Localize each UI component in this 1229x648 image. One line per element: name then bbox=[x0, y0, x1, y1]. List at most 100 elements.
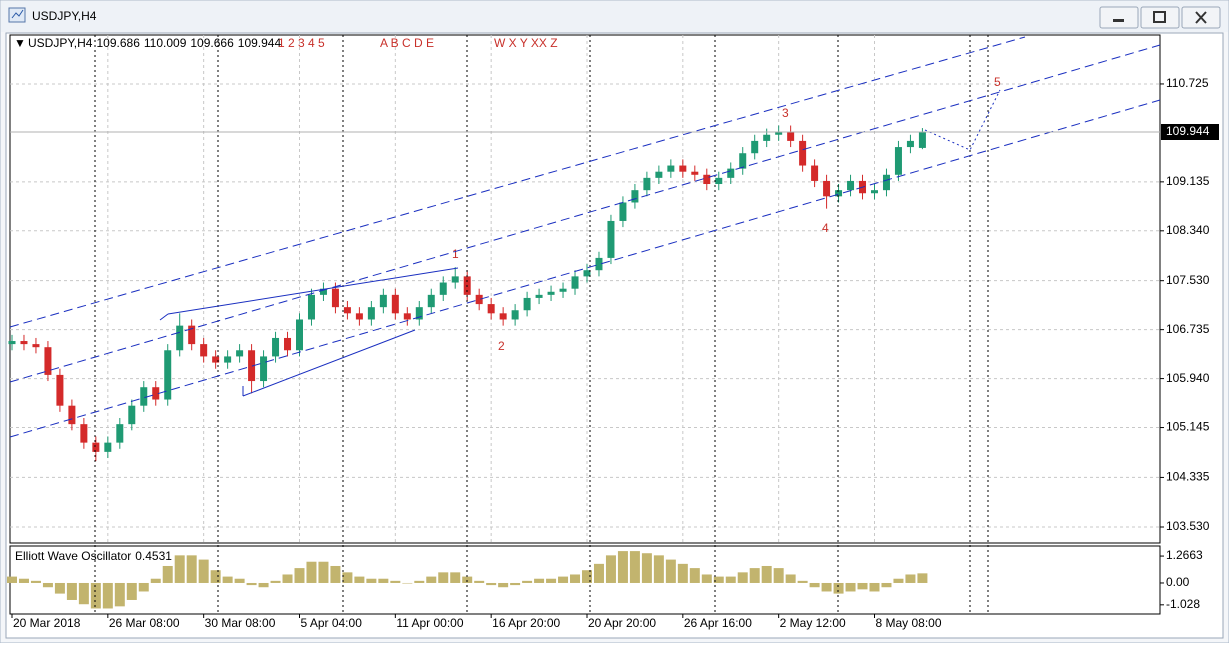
candle-body bbox=[847, 180, 855, 191]
oscillator-bar bbox=[54, 582, 65, 594]
oscillator-bar bbox=[917, 573, 928, 583]
candle-body bbox=[403, 313, 411, 320]
title-bar bbox=[1, 1, 1228, 32]
oscillator-bar bbox=[18, 578, 29, 583]
candle-body bbox=[487, 304, 495, 314]
oscillator-bar bbox=[546, 578, 557, 583]
wave-label: 3 bbox=[782, 106, 789, 120]
oscillator-bar bbox=[438, 572, 449, 583]
oscillator-bar bbox=[198, 559, 209, 583]
oscillator-bar bbox=[881, 582, 892, 588]
minimize-button[interactable] bbox=[1099, 6, 1139, 29]
oscillator-bar bbox=[833, 582, 844, 594]
candle-body bbox=[918, 132, 926, 148]
oscillator-bar bbox=[605, 555, 616, 583]
current-price-box bbox=[1161, 124, 1219, 140]
wave-label: 1 bbox=[452, 247, 459, 261]
candle-body bbox=[655, 171, 663, 178]
candle-body bbox=[116, 424, 124, 443]
candle-body bbox=[775, 131, 783, 135]
candle-body bbox=[20, 341, 28, 345]
y-tick-label: 110.725 bbox=[1166, 76, 1209, 90]
candle-body bbox=[140, 387, 148, 406]
oscillator-bar bbox=[138, 582, 149, 592]
wave-tool-label[interactable]: 1 2 3 4 5 bbox=[278, 36, 325, 50]
oscillator-bar bbox=[474, 580, 485, 583]
oscillator-bar bbox=[402, 582, 413, 584]
close-button[interactable] bbox=[1181, 6, 1221, 29]
candle-body bbox=[906, 140, 914, 148]
oscillator-bar bbox=[6, 576, 17, 583]
oscillator-bar bbox=[102, 582, 113, 609]
candle-body bbox=[224, 356, 232, 363]
oscillator-bar bbox=[210, 570, 221, 583]
oscillator-bar bbox=[234, 578, 245, 583]
x-tick-label: 26 Mar 08:00 bbox=[109, 616, 180, 630]
oscillator-bar bbox=[378, 578, 389, 583]
candle-body bbox=[679, 165, 687, 172]
oscillator-bar bbox=[246, 582, 257, 586]
candle-body bbox=[894, 147, 902, 175]
oscillator-bar bbox=[426, 576, 437, 583]
x-tick-label: 8 May 08:00 bbox=[875, 616, 941, 630]
oscillator-bar bbox=[821, 582, 832, 592]
oscillator-bar bbox=[42, 582, 53, 588]
oscillator-bar bbox=[78, 582, 89, 605]
maximize-button[interactable] bbox=[1140, 6, 1180, 29]
candle-body bbox=[92, 442, 100, 452]
window-title: USDJPY,H4 bbox=[32, 9, 97, 23]
y-tick-label: -1.028 bbox=[1166, 597, 1200, 611]
x-tick-label: 26 Apr 16:00 bbox=[684, 616, 752, 630]
y-tick-label: 103.530 bbox=[1166, 519, 1210, 533]
chart-area bbox=[5, 32, 1224, 639]
y-tick-label: 109.135 bbox=[1166, 174, 1210, 188]
oscillator-bar bbox=[354, 576, 365, 583]
candle-body bbox=[547, 291, 555, 295]
oscillator-bar bbox=[534, 578, 545, 583]
candle-body bbox=[104, 442, 112, 452]
candle-body bbox=[415, 307, 423, 320]
oscillator-bar bbox=[617, 551, 628, 583]
current-price-label: 109.944 bbox=[1166, 124, 1210, 138]
candle-body bbox=[643, 177, 651, 191]
candle-body bbox=[164, 350, 172, 400]
candle-body bbox=[319, 288, 327, 295]
wave-tool-label[interactable]: W X Y XX Z bbox=[494, 36, 558, 50]
oscillator-bar bbox=[162, 565, 173, 583]
oscillator-bar bbox=[677, 563, 688, 583]
oscillator-bar bbox=[522, 580, 533, 583]
oscillator-bar bbox=[282, 574, 293, 583]
oscillator-bar bbox=[749, 568, 760, 583]
oscillator-bar bbox=[414, 580, 425, 583]
oscillator-bar bbox=[462, 576, 473, 583]
candle-body bbox=[331, 288, 339, 308]
candle-body bbox=[882, 174, 890, 191]
candle-body bbox=[68, 405, 76, 425]
candle-body bbox=[595, 257, 603, 271]
oscillator-bar bbox=[558, 576, 569, 583]
x-tick-label: 2 May 12:00 bbox=[780, 616, 846, 630]
oscillator-bar bbox=[665, 559, 676, 583]
wave-label: 5 bbox=[994, 75, 1001, 89]
candle-body bbox=[32, 344, 40, 348]
candle-body bbox=[499, 313, 507, 320]
candle-body bbox=[631, 190, 639, 203]
candle-body bbox=[811, 165, 819, 181]
candle-body bbox=[870, 190, 878, 194]
candle-body bbox=[295, 319, 303, 351]
x-tick-label: 16 Apr 20:00 bbox=[492, 616, 560, 630]
oscillator-bar bbox=[90, 582, 101, 609]
candle-body bbox=[799, 140, 807, 166]
candle-body bbox=[284, 337, 292, 351]
candle-body bbox=[559, 288, 567, 292]
wave-label: 4 bbox=[822, 221, 829, 235]
candle-body bbox=[739, 153, 747, 169]
dropdown-arrow[interactable]: ▼ bbox=[14, 36, 26, 50]
wave-tool-label[interactable]: A B C D E bbox=[380, 36, 434, 50]
oscillator-bar bbox=[366, 578, 377, 583]
y-tick-label: 106.735 bbox=[1166, 322, 1210, 336]
price-panel bbox=[9, 34, 1161, 544]
oscillator-bar bbox=[785, 574, 796, 583]
y-tick-label: 105.940 bbox=[1166, 371, 1210, 385]
candle-body bbox=[8, 341, 16, 345]
